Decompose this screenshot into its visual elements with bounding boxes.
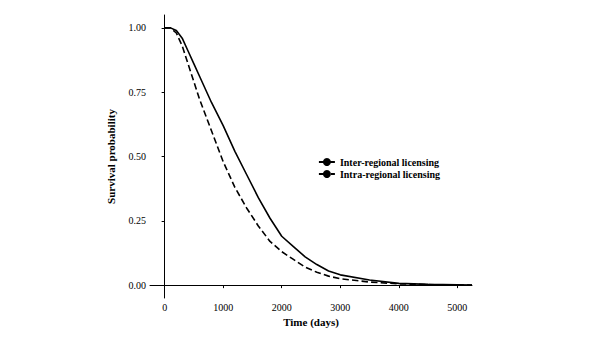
- svg-text:0.50: 0.50: [129, 151, 147, 162]
- svg-text:Inter-regional licensing: Inter-regional licensing: [340, 157, 439, 168]
- svg-text:Survival probability: Survival probability: [105, 109, 117, 204]
- svg-text:0.00: 0.00: [129, 280, 147, 291]
- svg-text:Time (days): Time (days): [283, 316, 339, 329]
- svg-text:0: 0: [162, 302, 167, 313]
- svg-text:5000: 5000: [447, 302, 467, 313]
- svg-text:2000: 2000: [272, 302, 292, 313]
- svg-text:1.00: 1.00: [129, 22, 147, 33]
- svg-text:1000: 1000: [213, 302, 233, 313]
- svg-text:Intra-regional licensing: Intra-regional licensing: [340, 169, 440, 180]
- svg-text:0.25: 0.25: [129, 215, 147, 226]
- svg-text:4000: 4000: [389, 302, 409, 313]
- svg-text:0.75: 0.75: [129, 87, 147, 98]
- svg-text:3000: 3000: [330, 302, 350, 313]
